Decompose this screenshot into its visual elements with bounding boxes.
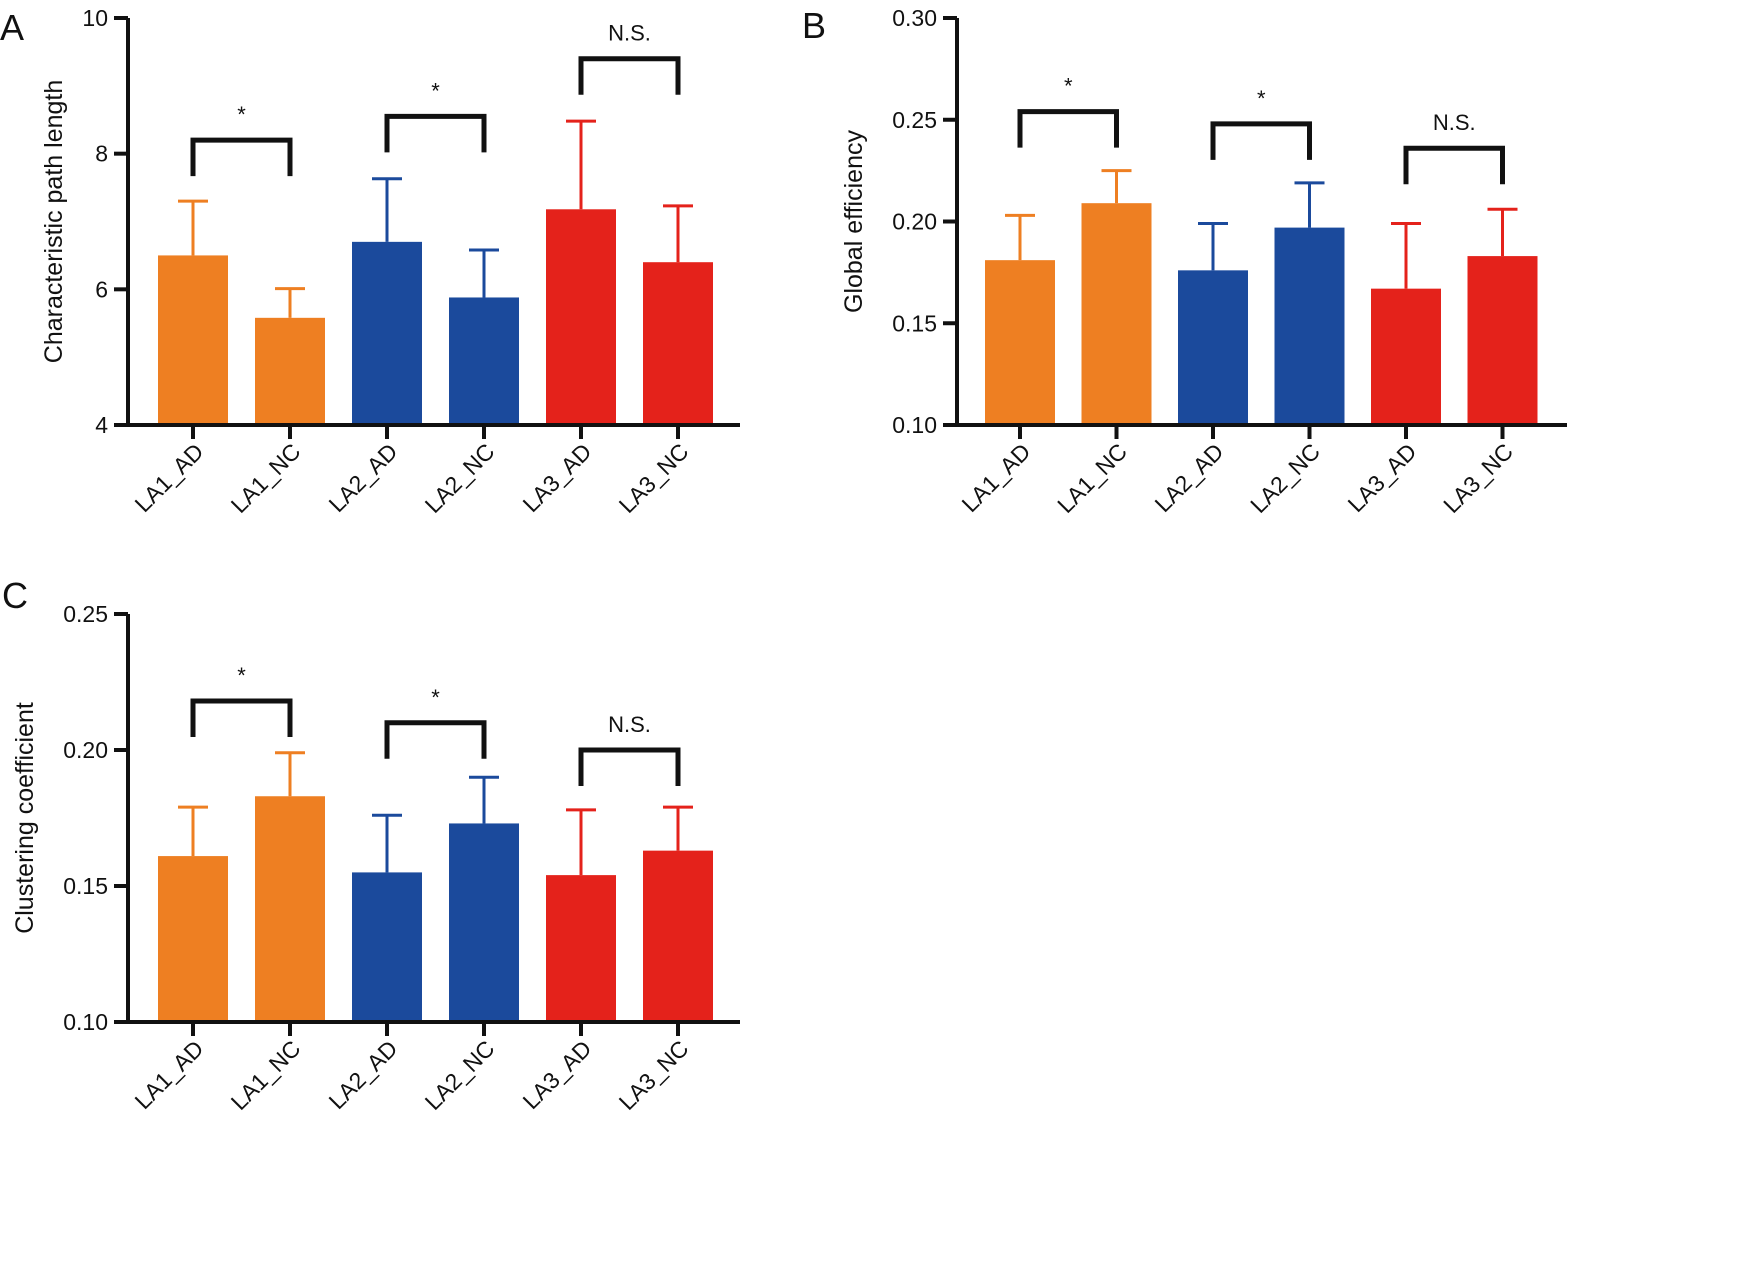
y-tick-label: 0.10 [892,412,937,438]
significance-bracket [1210,121,1312,160]
significance-label: * [1064,74,1073,99]
x-category-label: LA2_NC [420,438,500,518]
y-tick-label: 0.15 [63,873,108,899]
x-category-label: LA3_NC [1438,438,1518,518]
panel-letter: B [802,5,826,46]
y-axis-title: Global efficiency [840,130,868,313]
y-tick-label: 10 [82,5,108,31]
y-tick-label: 0.10 [63,1009,108,1035]
bar-la3-nc [643,850,713,1022]
x-category-label: LA3_NC [614,438,694,518]
significance-label: * [1257,86,1266,111]
y-tick-label: 0.20 [892,209,937,235]
x-category-label: LA2_NC [420,1035,500,1115]
significance-label: * [237,102,246,127]
y-tick-label: 0.30 [892,5,937,31]
significance-label: N.S. [608,712,651,737]
x-category-label: LA2_AD [1150,438,1229,517]
bar-la1-ad [985,260,1055,425]
bar-la2-nc [449,297,519,425]
significance-bracket [578,56,681,95]
x-category-label: LA1_AD [130,1035,209,1114]
significance-bracket [1403,145,1505,185]
x-category-label: LA2_NC [1245,438,1325,518]
significance-label: * [237,663,246,688]
bar-la2-nc [449,823,519,1022]
bar-la2-ad [1178,270,1248,425]
x-category-label: LA3_AD [518,1035,597,1114]
chart-panel-c: C Clustering coefficient 0.10 0.15 0.20 0.25 L… [2,575,740,1115]
x-category-label: LA1_NC [226,1035,306,1115]
x-category-label: LA1_AD [130,438,209,517]
significance-bracket [190,137,293,177]
y-tick-label: 0.15 [892,310,937,336]
y-tick-label: 0.25 [63,601,108,627]
x-category-label: LA1_NC [1052,438,1132,518]
y-axis-title: Clustering coefficient [11,702,39,934]
x-category-label: LA3_NC [614,1035,694,1115]
chart-panel-b: B Global efficiency 0.10 0.15 0.20 0.25 0.30 LA… [802,5,1567,518]
y-axis-title: Characteristic path length [40,80,68,363]
significance-label: * [431,78,440,103]
bar-la3-nc [1467,256,1538,425]
bar-la3-nc [643,262,713,425]
bar-la3-ad [546,875,616,1022]
panel-letter: C [2,575,28,616]
y-tick-label: 0.25 [892,107,937,133]
significance-bracket [1017,109,1119,148]
y-tick-label: 0.20 [63,737,108,763]
bar-la1-nc [255,796,325,1022]
y-tick-label: 6 [95,276,108,302]
significance-label: N.S. [608,21,651,46]
significance-bracket [384,720,487,759]
x-category-label: LA2_AD [324,1035,403,1114]
bar-la2-ad [352,872,422,1022]
bar-la1-ad [158,856,228,1022]
bar-la1-ad [158,255,228,425]
significance-label: N.S. [1433,110,1476,135]
x-category-label: LA2_AD [324,438,403,517]
bar-la3-ad [546,209,616,425]
bar-la1-nc [255,317,325,425]
bar-la1-nc [1081,203,1152,425]
x-category-label: LA1_NC [226,438,306,518]
significance-bracket [190,698,293,738]
significance-bracket [578,747,681,786]
x-category-label: LA1_AD [957,438,1036,517]
bar-la2-ad [352,241,422,425]
bar-la3-ad [1371,288,1441,425]
y-tick-label: 4 [95,412,108,438]
x-category-label: LA3_AD [1343,438,1422,517]
panel-letter: A [0,7,24,48]
x-category-label: LA3_AD [518,438,597,517]
y-tick-label: 8 [95,141,108,167]
significance-label: * [431,685,440,710]
significance-bracket [384,113,487,153]
bar-la2-nc [1274,227,1345,425]
